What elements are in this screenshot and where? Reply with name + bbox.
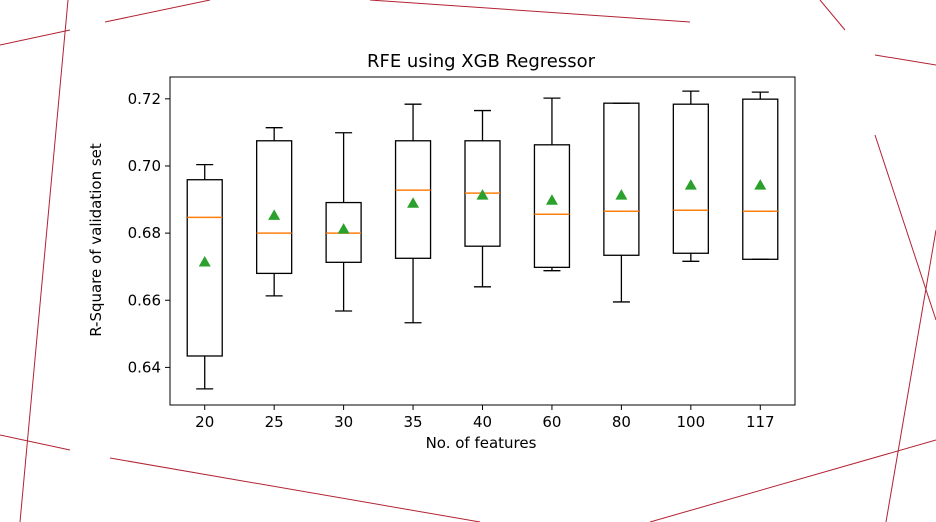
y-axis: 0.64 0.66 0.68 0.70 0.72: [128, 90, 170, 376]
box-iqr: [394, 140, 432, 259]
decorative-line-5: [819, 0, 846, 31]
y-tick-label: 0.68: [128, 224, 161, 242]
y-tick-label: 0.66: [128, 291, 161, 309]
y-tick-label: 0.72: [128, 90, 161, 108]
mean-marker: [268, 209, 281, 220]
decorative-line-6: [874, 54, 936, 66]
box-35: [394, 103, 432, 324]
decorative-line-4: [369, 0, 691, 23]
box-100: [672, 90, 709, 262]
x-tick-label: 35: [404, 413, 423, 431]
y-tick-label: 0.64: [128, 358, 161, 376]
y-axis-label: R-Square of validation set: [87, 143, 105, 337]
x-tick-label: 117: [746, 413, 775, 431]
mean-marker: [407, 197, 420, 208]
x-tick-label: 40: [473, 413, 492, 431]
mean-marker: [337, 223, 350, 234]
boxes-group: [186, 90, 779, 390]
mean-marker: [198, 255, 211, 267]
mean-marker: [684, 179, 697, 190]
x-tick-label: 25: [265, 413, 284, 431]
x-tick-label: 20: [195, 413, 214, 431]
box-30: [325, 132, 362, 312]
x-axis-label: No. of features: [426, 434, 537, 452]
box-iqr: [742, 98, 779, 260]
box-40: [464, 109, 501, 288]
decorative-line-10: [649, 439, 936, 522]
x-tick-label: 80: [612, 413, 631, 431]
decorative-line-8: [0, 434, 71, 451]
box-iqr: [256, 140, 293, 275]
box-80: [603, 102, 640, 303]
box-iqr: [533, 144, 571, 269]
x-axis: 20 25 30 35 40 60 80 100 117: [195, 405, 775, 431]
mean-marker: [754, 179, 767, 190]
decorative-line-1: [0, 29, 71, 46]
mean-marker: [476, 189, 489, 200]
decorative-line-11: [885, 229, 936, 522]
mean-marker: [615, 189, 628, 200]
box-20: [186, 163, 223, 390]
decorative-line-2: [19, 0, 69, 522]
decorative-line-3: [104, 0, 211, 23]
box-iqr: [186, 179, 223, 357]
box-25: [256, 127, 293, 297]
y-tick-label: 0.70: [128, 157, 161, 175]
x-tick-label: 60: [542, 413, 561, 431]
mean-marker: [545, 194, 558, 205]
x-tick-label: 30: [334, 413, 353, 431]
chart-title: RFE using XGB Regressor: [367, 51, 596, 72]
plot-area-frame: [169, 76, 796, 406]
box-iqr: [603, 102, 640, 256]
decorative-line-9: [109, 457, 481, 522]
box-117: [742, 91, 779, 260]
box-iqr: [672, 103, 709, 254]
box-60: [533, 97, 571, 272]
x-tick-label: 100: [677, 413, 706, 431]
